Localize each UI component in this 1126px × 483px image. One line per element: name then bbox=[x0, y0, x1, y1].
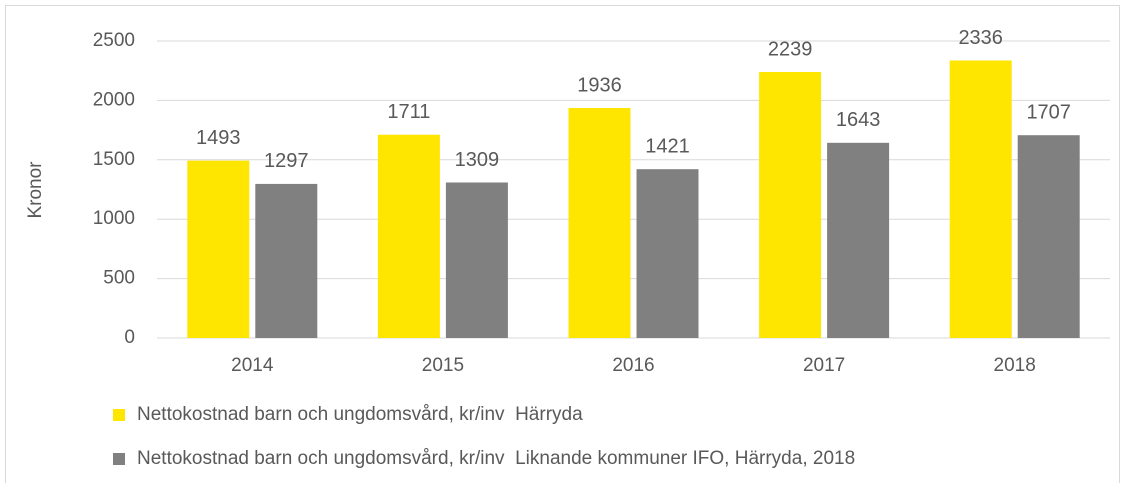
y-tick-label: 1000 bbox=[93, 208, 135, 229]
bar bbox=[187, 160, 250, 338]
legend-swatch bbox=[113, 453, 125, 465]
y-tick-label: 500 bbox=[103, 268, 135, 289]
value-label: 1936 bbox=[577, 74, 622, 96]
bar bbox=[827, 142, 890, 338]
x-tick-label: 2014 bbox=[231, 355, 274, 376]
value-label: 1493 bbox=[196, 127, 241, 149]
bar bbox=[759, 72, 822, 338]
bar bbox=[636, 169, 699, 338]
legend-label: Nettokostnad barn och ungdomsvård, kr/in… bbox=[137, 404, 583, 425]
y-tick-label: 2000 bbox=[93, 89, 135, 110]
value-label: 2239 bbox=[768, 38, 813, 60]
chart-border bbox=[5, 5, 1120, 483]
y-axis-label: Kronor bbox=[25, 161, 46, 219]
value-label: 1711 bbox=[387, 101, 430, 123]
bar bbox=[255, 183, 318, 338]
x-tick-label: 2015 bbox=[422, 355, 464, 376]
bar bbox=[949, 60, 1012, 338]
bar bbox=[445, 182, 508, 338]
value-label: 2336 bbox=[958, 27, 1003, 49]
bar bbox=[377, 134, 440, 338]
bar bbox=[1017, 135, 1080, 338]
legend-swatch bbox=[113, 409, 125, 421]
value-label: 1707 bbox=[1026, 101, 1071, 123]
x-tick-label: 2017 bbox=[803, 355, 845, 376]
y-tick-label: 1500 bbox=[93, 149, 135, 170]
bar bbox=[568, 108, 631, 338]
value-label: 1297 bbox=[264, 150, 309, 172]
y-tick-label: 0 bbox=[124, 327, 135, 348]
value-label: 1309 bbox=[455, 149, 500, 171]
y-tick-label: 2500 bbox=[93, 30, 135, 51]
x-tick-label: 2016 bbox=[612, 355, 654, 376]
x-tick-label: 2018 bbox=[994, 355, 1036, 376]
value-label: 1643 bbox=[836, 109, 881, 131]
legend-label: Nettokostnad barn och ungdomsvård, kr/in… bbox=[137, 448, 855, 469]
value-label: 1421 bbox=[645, 135, 690, 157]
